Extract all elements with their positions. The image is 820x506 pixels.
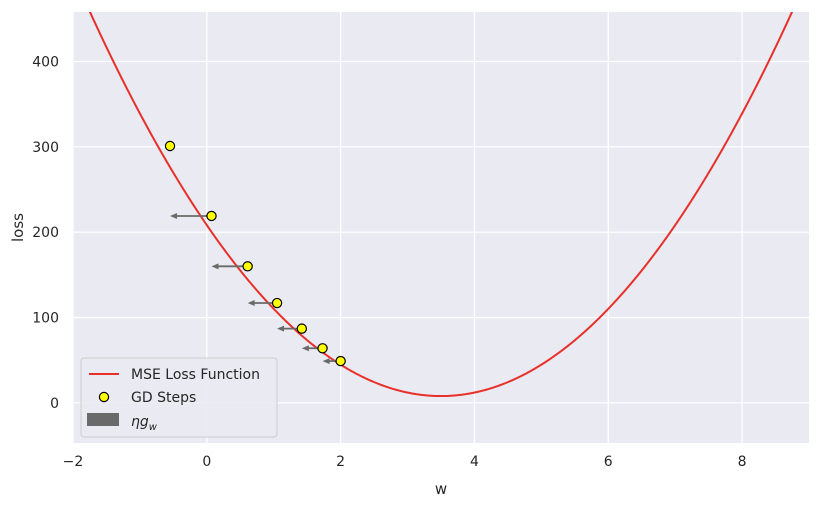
x-tick-label: 0 [202,454,211,470]
gd-step-point [164,140,176,152]
gradient-arrow [170,212,212,219]
gd-step-point [335,355,346,367]
gradient-arrow-head [211,263,219,270]
y-tick-label: 400 [32,55,59,71]
legend-swatch-arrow [87,413,119,426]
gd-step-point [296,323,308,334]
legend-label-gd-steps: GD Steps [131,390,196,406]
mse-loss-curve [88,12,794,398]
legend-swatch-point [98,391,110,403]
x-axis-label: w [435,480,447,498]
gradient-arrow-head [247,300,255,307]
y-tick-label: 200 [32,225,59,241]
legend: MSE Loss Function GD Steps ηgw [80,357,278,438]
x-tick-label: 4 [470,454,479,470]
y-tick-label: 100 [32,311,59,327]
gd-step-point [271,297,283,309]
x-tick-label: 2 [336,454,345,470]
x-tick-labels: −2 0 2 4 6 8 [63,454,747,470]
gd-step-point [242,261,253,272]
y-axis-label: loss [9,213,27,242]
legend-label-loss: MSE Loss Function [131,367,260,383]
y-tick-label: 300 [32,140,59,156]
gradient-arrow-head [301,345,309,352]
gd-step-point [206,210,217,222]
y-tick-labels: 0 100 200 300 400 [32,55,59,412]
grid [72,12,809,443]
legend-box [80,357,278,438]
x-tick-label: 6 [604,454,613,470]
gd-step-point [317,343,328,354]
x-tick-label: −2 [63,454,84,470]
legend-label-gradient: ηgw [131,414,158,433]
gd-steps-layer [164,140,346,367]
loss-curve-layer [88,12,794,398]
gradient-arrow-head [170,212,178,219]
gradient-arrow-head [277,325,285,332]
y-tick-label: 0 [50,396,59,412]
gradient-arrow-head [322,358,330,365]
x-tick-label: 8 [738,454,747,470]
